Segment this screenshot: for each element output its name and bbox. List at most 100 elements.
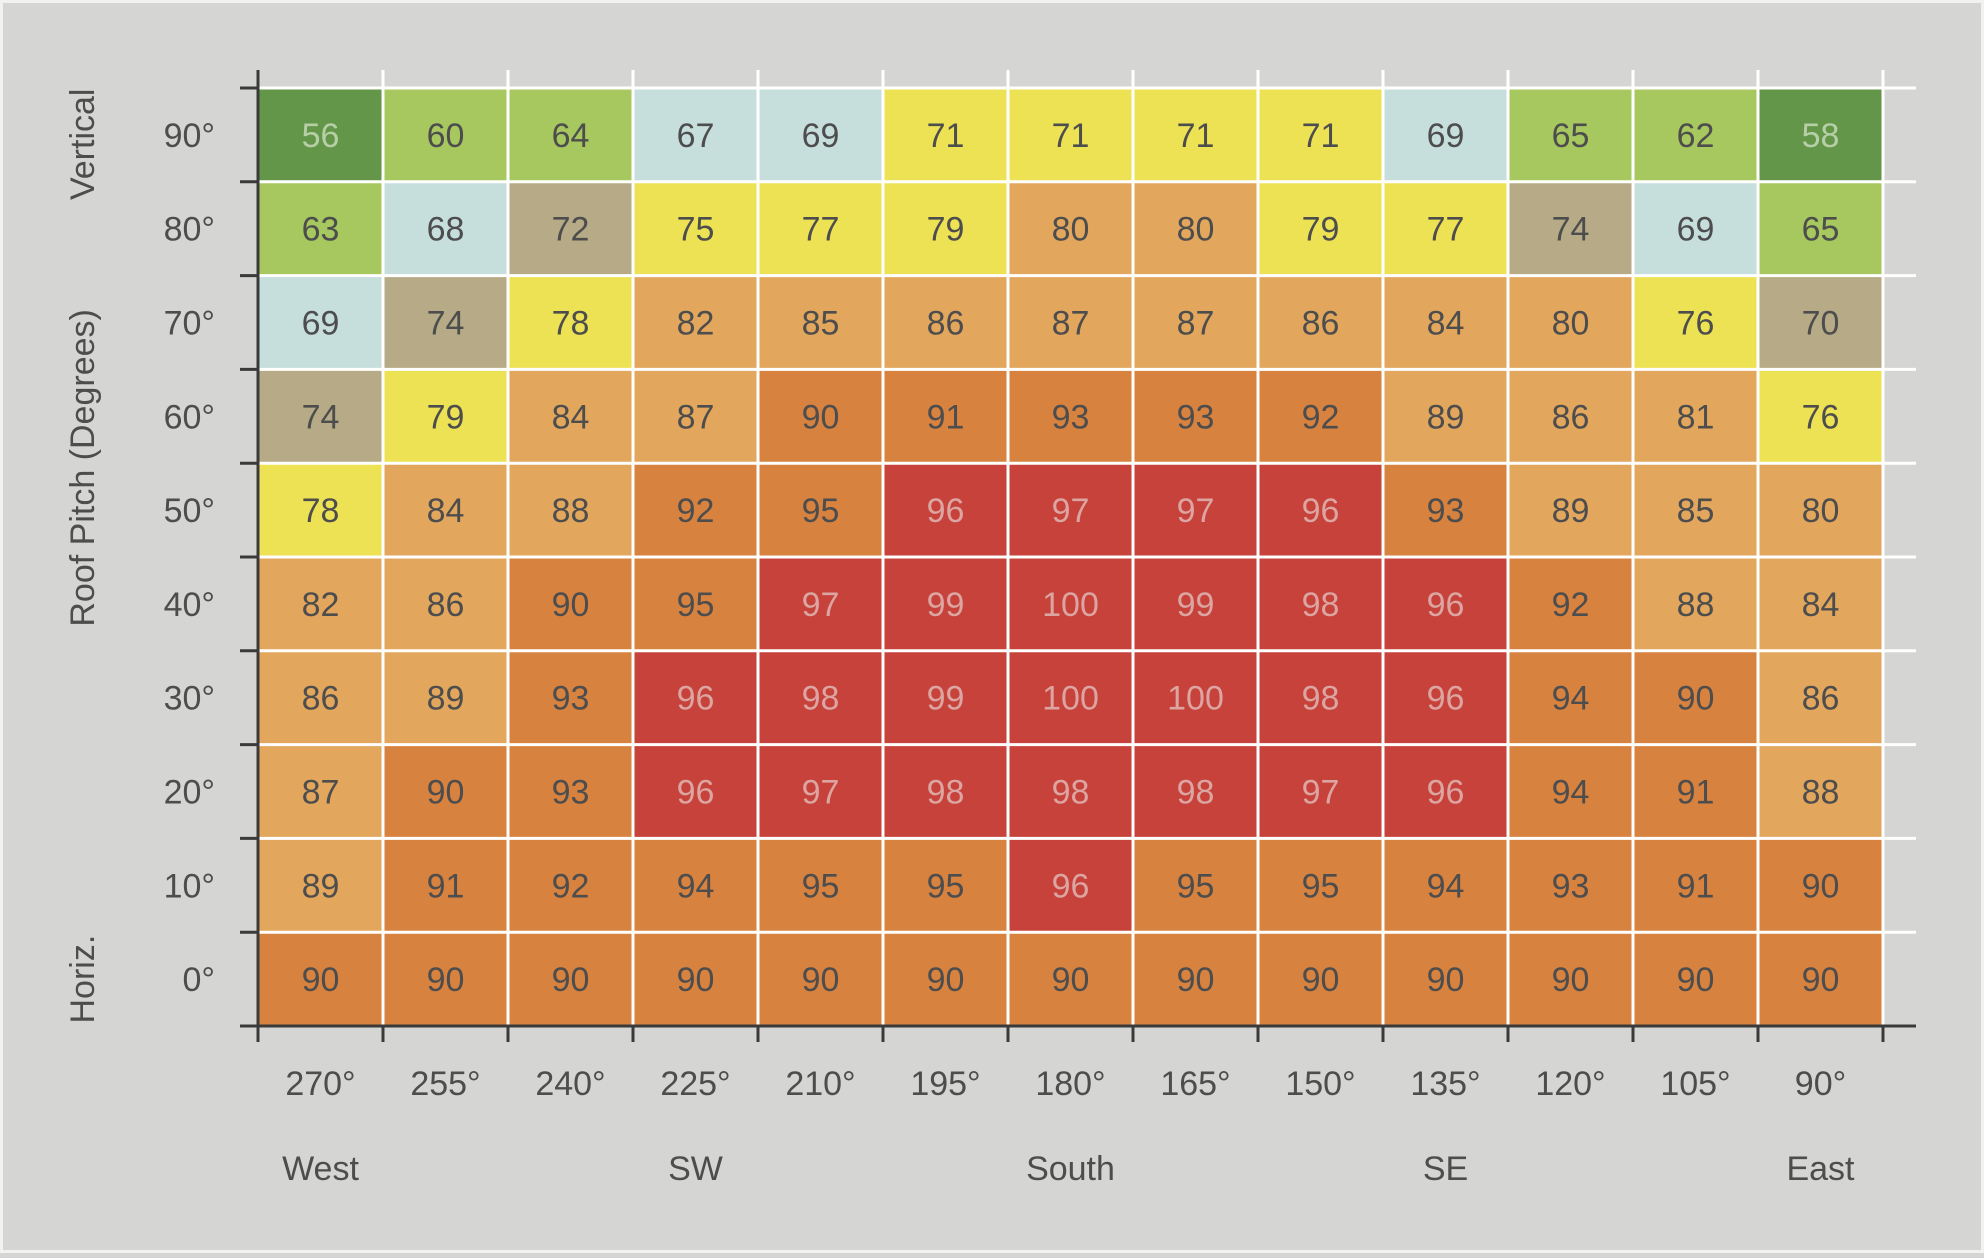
cell-value-label: 90 (427, 774, 465, 812)
cell-value-label: 86 (427, 586, 465, 624)
heatmap-cell (1133, 650, 1258, 745)
heatmap-cell (1133, 932, 1258, 1026)
cell-value-label: 90 (1302, 961, 1340, 999)
heatmap-cell (883, 557, 1008, 651)
cell-value-label: 88 (1677, 586, 1715, 624)
heatmap-cell (258, 181, 383, 276)
heatmap-cell (883, 275, 1008, 370)
heatmap-cell (508, 369, 633, 464)
heatmap-cell (1633, 838, 1758, 933)
cell-value-label: 86 (302, 680, 340, 718)
heatmap-cell (758, 463, 883, 557)
heatmap-cell (508, 932, 633, 1026)
cell-value-label: 92 (552, 867, 590, 905)
cell-value-label: 71 (1302, 117, 1340, 155)
cell-value-label: 65 (1552, 117, 1590, 155)
x-tick-label: 240° (535, 1065, 605, 1103)
heatmap-cell (1633, 88, 1758, 182)
heatmap-cell (258, 557, 383, 651)
heatmap-cell (633, 369, 758, 464)
cell-value-label: 74 (427, 305, 465, 343)
x-tick-label: 120° (1535, 1065, 1605, 1103)
heatmap-cell (383, 369, 508, 464)
x-tick-label: 105° (1660, 1065, 1730, 1103)
cell-value-label: 65 (1802, 211, 1840, 249)
heatmap-cell (1258, 744, 1383, 839)
y-tick-label: 40° (164, 586, 215, 624)
cell-value-label: 74 (1552, 211, 1590, 249)
heatmap-cell (1383, 463, 1508, 557)
cell-value-label: 92 (1552, 586, 1590, 624)
cell-value-label: 89 (1427, 398, 1465, 436)
cell-value-label: 84 (427, 492, 465, 530)
cell-value-label: 89 (427, 680, 465, 718)
heatmap-cell (1133, 744, 1258, 839)
heatmap-cell (1258, 838, 1383, 933)
x-direction-label: East (1786, 1150, 1855, 1188)
cell-value-label: 90 (677, 961, 715, 999)
cell-value-label: 72 (552, 211, 590, 249)
cell-value-label: 94 (1552, 680, 1590, 718)
heatmap-cell (883, 88, 1008, 182)
cell-value-label: 77 (802, 211, 840, 249)
heatmap-cell (1008, 744, 1133, 839)
heatmap-cell (1508, 932, 1633, 1026)
cell-value-label: 89 (1552, 492, 1590, 530)
cell-value-label: 62 (1677, 117, 1715, 155)
heatmap-cell (883, 650, 1008, 745)
x-tick-label: 180° (1035, 1065, 1105, 1103)
x-tick-label: 90° (1795, 1065, 1846, 1103)
cell-value-label: 86 (927, 305, 965, 343)
cell-value-label: 78 (552, 305, 590, 343)
y-tick-label: 30° (164, 680, 215, 718)
heatmap-cell (258, 88, 383, 182)
heatmap-cell (1008, 463, 1133, 557)
x-tick-label: 270° (285, 1065, 355, 1103)
cell-value-label: 95 (677, 586, 715, 624)
heatmap-cell (883, 744, 1008, 839)
heatmap-cell (1383, 932, 1508, 1026)
cell-value-label: 91 (1677, 867, 1715, 905)
cell-value-label: 87 (677, 398, 715, 436)
x-tick-label: 195° (910, 1065, 980, 1103)
cell-value-label: 92 (677, 492, 715, 530)
y-tick-label: 70° (164, 305, 215, 343)
cell-value-label: 81 (1677, 398, 1715, 436)
cell-value-label: 93 (1427, 492, 1465, 530)
cell-value-label: 98 (1052, 774, 1090, 812)
cell-value-label: 86 (1552, 398, 1590, 436)
heatmap-cell (633, 744, 758, 839)
heatmap-cell (1133, 88, 1258, 182)
heatmap-cell (1258, 932, 1383, 1026)
cell-value-label: 82 (302, 586, 340, 624)
heatmap-cell (1758, 932, 1883, 1026)
heatmap-cell (1758, 181, 1883, 276)
y-tick-label: 0° (182, 961, 215, 999)
cell-value-label: 74 (302, 398, 340, 436)
heatmap-cell (1633, 181, 1758, 276)
cell-value-label: 91 (1677, 774, 1715, 812)
cell-value-label: 98 (927, 774, 965, 812)
cell-value-label: 90 (1177, 961, 1215, 999)
cell-value-label: 69 (302, 305, 340, 343)
heatmap-cell (1508, 369, 1633, 464)
heatmap-cell (1008, 275, 1133, 370)
x-tick-label: 165° (1160, 1065, 1230, 1103)
cell-value-label: 80 (1802, 492, 1840, 530)
cell-value-label: 98 (1302, 680, 1340, 718)
cell-value-label: 88 (552, 492, 590, 530)
heatmap-cell (1008, 557, 1133, 651)
cell-value-label: 64 (552, 117, 590, 155)
heatmap-cell (383, 932, 508, 1026)
cell-value-label: 90 (1802, 867, 1840, 905)
heatmap-cell (1258, 88, 1383, 182)
heatmap-cell (1383, 181, 1508, 276)
cell-value-label: 98 (1302, 586, 1340, 624)
cell-value-label: 91 (927, 398, 965, 436)
cell-value-label: 90 (302, 961, 340, 999)
heatmap-cell (633, 557, 758, 651)
cell-value-label: 90 (802, 398, 840, 436)
cell-value-label: 92 (1302, 398, 1340, 436)
cell-value-label: 79 (927, 211, 965, 249)
